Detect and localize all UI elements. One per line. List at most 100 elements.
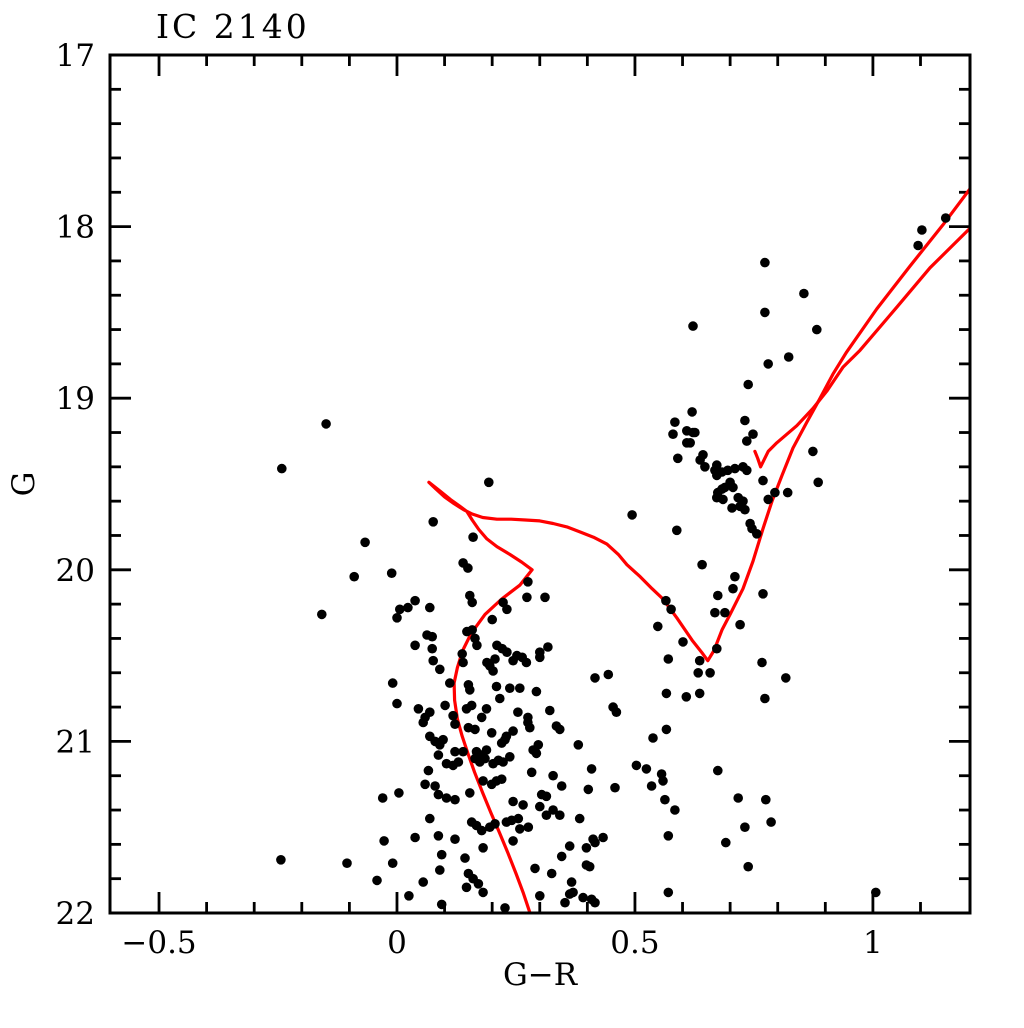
data-point (781, 673, 791, 683)
data-point (404, 891, 414, 901)
data-point (372, 875, 382, 886)
data-point (672, 525, 682, 536)
data-point (743, 861, 753, 872)
data-point (515, 683, 525, 693)
data-point (491, 681, 502, 692)
data-point (728, 482, 738, 493)
data-point (428, 655, 439, 666)
data-point (379, 836, 389, 846)
data-point (663, 654, 674, 664)
data-point (782, 487, 793, 498)
data-point (317, 609, 327, 620)
data-point (468, 532, 478, 542)
data-point (717, 484, 727, 494)
data-point (685, 438, 695, 448)
data-point (712, 643, 722, 654)
data-point (678, 637, 688, 647)
data-point (710, 607, 720, 618)
y-tick-label: 21 (56, 724, 95, 760)
data-point (465, 788, 475, 798)
data-point (349, 571, 360, 582)
plot-title: IC 2140 (156, 7, 310, 46)
isochrone-red-clump-track (753, 226, 970, 469)
data-point (433, 750, 444, 760)
x-tick-label: 0 (387, 925, 407, 961)
data-point (526, 767, 537, 778)
data-point (730, 571, 740, 582)
plot-frame (108, 53, 972, 915)
data-point (742, 465, 752, 476)
data-point (799, 288, 809, 299)
data-point (478, 776, 488, 786)
data-point (740, 822, 750, 832)
data-point (496, 774, 507, 784)
data-point (488, 666, 498, 676)
data-point (467, 625, 478, 635)
data-point (712, 470, 722, 481)
data-point (480, 753, 490, 764)
data-point (436, 849, 447, 860)
data-point (441, 793, 452, 803)
data-point (395, 604, 405, 615)
data-point (590, 837, 600, 848)
data-point (661, 688, 672, 699)
data-point (508, 726, 518, 736)
data-point (763, 494, 773, 505)
data-point (438, 734, 448, 745)
y-axis-label: G (6, 472, 42, 497)
x-axis-label: G−R (503, 957, 579, 993)
data-point (648, 733, 658, 743)
data-point (403, 602, 413, 613)
data-point (940, 213, 951, 223)
x-tick-label: 1 (863, 925, 883, 961)
data-point (500, 903, 510, 913)
data-point (530, 863, 540, 874)
data-point (584, 861, 595, 872)
data-point (490, 654, 500, 664)
data-point (681, 692, 692, 702)
data-point (531, 686, 542, 697)
data-point (478, 887, 488, 898)
data-point (735, 619, 745, 630)
data-point (603, 669, 614, 680)
data-point (783, 352, 794, 362)
data-point (728, 583, 738, 594)
data-point (541, 791, 552, 802)
data-point (564, 841, 575, 851)
data-point (712, 492, 722, 503)
data-point (450, 834, 460, 844)
data-point (487, 614, 498, 625)
data-point (555, 724, 565, 735)
data-point (427, 631, 438, 642)
data-point (448, 710, 458, 721)
data-point (410, 595, 420, 606)
data-point (541, 810, 552, 820)
data-point (727, 503, 737, 513)
data-point (476, 825, 487, 836)
data-point (453, 757, 464, 767)
data-point (470, 724, 480, 735)
data-point (508, 836, 518, 846)
data-point (627, 510, 637, 520)
x-tick-label: −0.5 (121, 925, 196, 961)
data-point (466, 700, 477, 711)
data-point (478, 843, 488, 853)
data-point (631, 760, 642, 771)
data-point (445, 678, 455, 688)
data-point (450, 794, 460, 805)
data-point (548, 805, 558, 815)
data-point (277, 463, 287, 474)
data-point (522, 592, 532, 603)
data-point (583, 784, 594, 795)
data-point (560, 897, 570, 908)
data-point (743, 379, 753, 390)
data-point (472, 640, 482, 651)
data-point (500, 734, 510, 745)
data-point (646, 781, 657, 791)
data-point (556, 781, 567, 791)
data-point (573, 740, 584, 750)
y-tick-label: 17 (56, 38, 95, 74)
data-point (463, 563, 473, 573)
data-point (721, 837, 731, 848)
